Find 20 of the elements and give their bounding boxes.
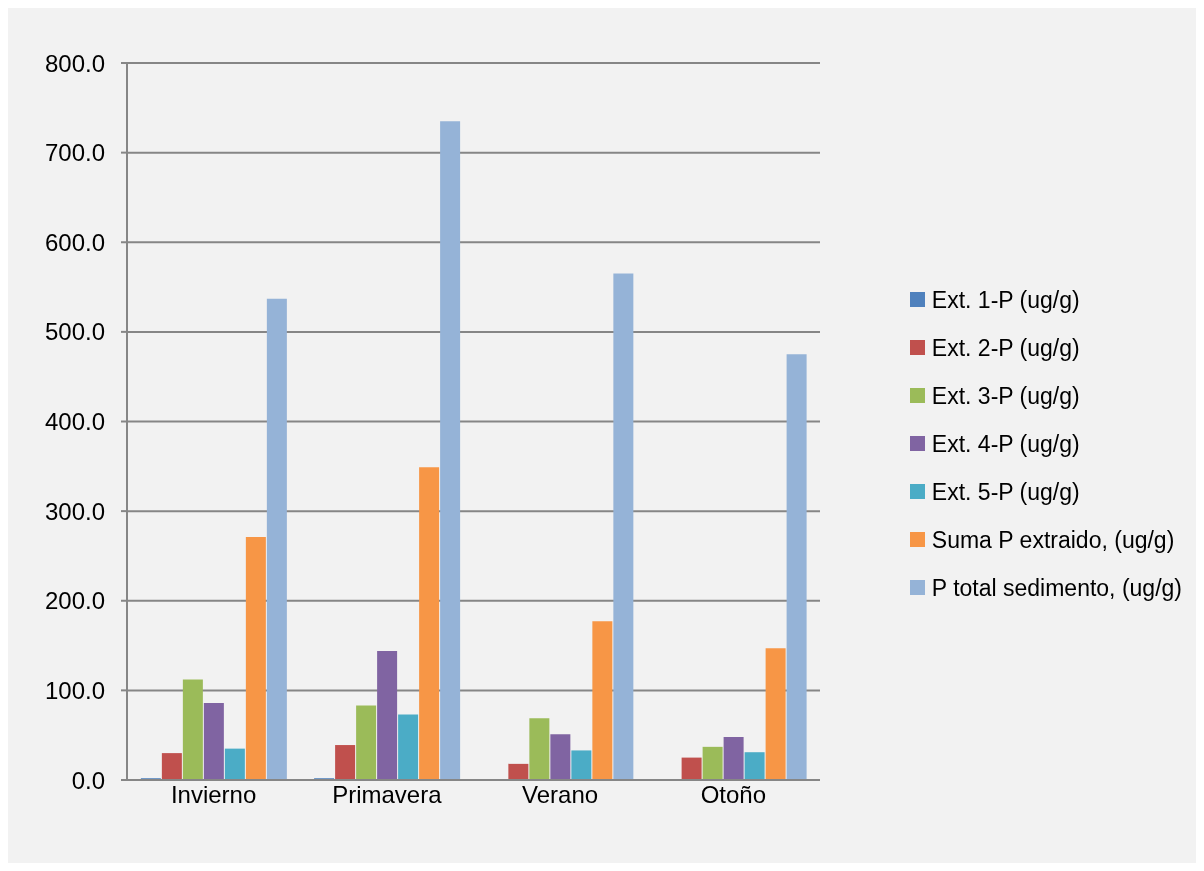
legend-label: Ext. 5-P (ug/g) bbox=[931, 477, 1080, 507]
legend-label: Ext. 3-P (ug/g) bbox=[931, 381, 1080, 411]
y-tick-label: 500.0 bbox=[44, 318, 105, 346]
x-tick-label: Primavera bbox=[332, 781, 443, 809]
x-tick-label: Otoño bbox=[700, 781, 767, 809]
x-tick-label: Verano bbox=[522, 781, 599, 809]
y-tick-label: 200.0 bbox=[44, 587, 105, 615]
y-tick-label: 400.0 bbox=[44, 408, 105, 436]
legend-label: P total sedimento, (ug/g) bbox=[931, 573, 1182, 603]
y-tick-label: 0.0 bbox=[71, 766, 105, 794]
y-tick-label: 800.0 bbox=[44, 49, 105, 77]
legend-label: Ext. 2-P (ug/g) bbox=[931, 333, 1080, 363]
x-tick-label: Invierno bbox=[170, 781, 257, 809]
legend-label: Ext. 4-P (ug/g) bbox=[931, 429, 1080, 459]
legend-label: Ext. 1-P (ug/g) bbox=[931, 285, 1080, 315]
y-tick-label: 300.0 bbox=[44, 497, 105, 525]
y-tick-label: 600.0 bbox=[44, 228, 105, 256]
y-tick-label: 700.0 bbox=[44, 139, 105, 167]
legend-label: Suma P extraido, (ug/g) bbox=[931, 525, 1175, 555]
y-tick-label: 100.0 bbox=[44, 676, 105, 704]
